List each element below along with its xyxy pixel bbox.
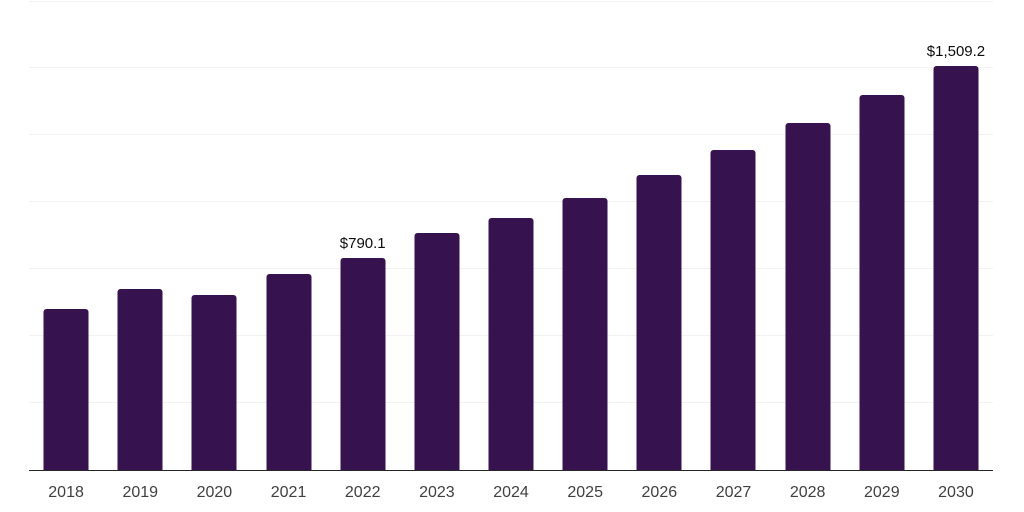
bar-2024 [488, 217, 534, 470]
bar-2021 [266, 274, 312, 470]
bar-slot-2026 [622, 0, 696, 471]
value-label-2022: $790.1 [339, 235, 386, 253]
bar-2019 [117, 288, 163, 470]
bar-slot-2022: $790.1 [326, 0, 400, 471]
value-label-2030: $1,509.2 [926, 42, 986, 60]
bar-slot-2025 [548, 0, 622, 471]
bar-slot-2027 [696, 0, 770, 471]
bar-2026 [636, 174, 682, 470]
bar-2020 [191, 295, 237, 470]
x-tick-2030: 2030 [938, 484, 974, 501]
bar-2028 [785, 123, 831, 470]
x-tick-2018: 2018 [48, 484, 84, 501]
x-tick-2019: 2019 [122, 484, 159, 501]
x-tick-2029: 2029 [864, 484, 900, 501]
bar-2025 [562, 197, 608, 470]
gridline-1000 [29, 201, 993, 203]
bar-2018 [43, 308, 89, 470]
x-tick-2022: 2022 [344, 484, 381, 501]
x-tick-2020: 2020 [196, 484, 233, 501]
gridline-1250 [29, 134, 993, 136]
bar-2027 [710, 149, 756, 470]
bar-slot-2020 [177, 0, 251, 471]
plot-area: $790.1 $1,509.2 [29, 0, 993, 471]
x-axis-labels: 2018 2019 2020 2021 2022 2023 2024 2025 2026 2027… [29, 471, 993, 502]
gridline-1500 [29, 67, 993, 69]
x-tick-2021: 2021 [270, 484, 307, 501]
bar-2023 [414, 233, 460, 470]
bar-slot-2024 [474, 0, 548, 471]
bar-series: $790.1 $1,509.2 [29, 0, 993, 471]
bar-slot-2018 [29, 0, 103, 471]
x-tick-2028: 2028 [789, 484, 826, 501]
bar-slot-2021 [251, 0, 325, 471]
x-tick-2027: 2027 [715, 484, 752, 501]
x-tick-2024: 2024 [493, 484, 529, 501]
x-tick-2026: 2026 [641, 484, 678, 501]
bar-slot-2029 [845, 0, 919, 471]
x-tick-2025: 2025 [567, 484, 603, 501]
bar-slot-2030: $1,509.2 [919, 0, 993, 471]
x-axis-line [29, 469, 993, 471]
bar-2022 [340, 258, 386, 470]
bar-slot-2028 [771, 0, 845, 471]
x-tick-2023: 2023 [419, 484, 455, 501]
bar-2030 [933, 65, 979, 470]
gridline-1750 [29, 0, 993, 2]
bar-2029 [859, 94, 905, 470]
bar-slot-2023 [400, 0, 474, 471]
bar-slot-2019 [103, 0, 177, 471]
